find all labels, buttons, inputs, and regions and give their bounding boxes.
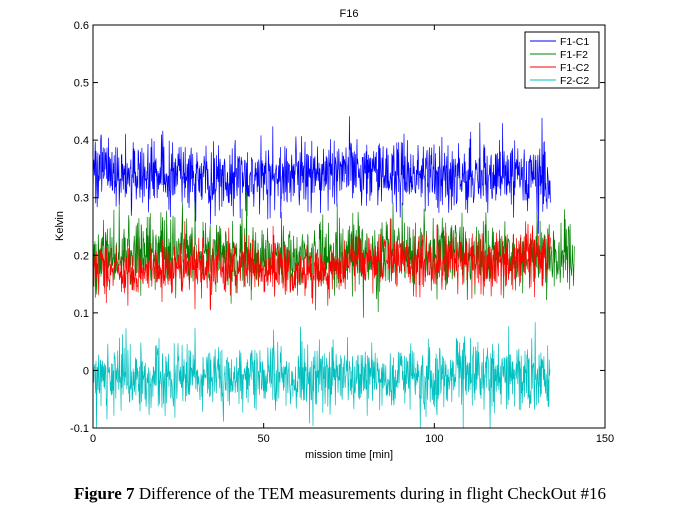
chart-title: F16 <box>340 8 359 20</box>
legend-label: F1-C2 <box>560 62 589 74</box>
series-layer <box>92 116 575 429</box>
series-line-F2-C2 <box>92 322 551 429</box>
x-tick-label: 150 <box>596 433 614 445</box>
x-tick-label: 100 <box>425 433 443 445</box>
y-tick-label: 0.2 <box>74 250 89 262</box>
legend-label: F2-C2 <box>560 75 589 87</box>
legend-label: F1-C1 <box>560 36 589 48</box>
plot-background <box>93 25 605 428</box>
caption-text: Difference of the TEM measurements durin… <box>134 484 607 503</box>
y-tick-label: 0.5 <box>74 78 89 90</box>
plot-frame <box>92 24 606 429</box>
y-axis-label: Kelvin <box>54 211 66 241</box>
y-tick-label: -0.1 <box>70 423 89 435</box>
ticks-layer: 0 50 100 150-0.100.10.20.30.40.50.6 <box>70 20 614 445</box>
x-axis-label: mission time [min] <box>305 449 393 461</box>
series-line-F1-C2 <box>92 218 551 311</box>
y-tick-label: 0.1 <box>74 308 89 320</box>
y-tick-label: 0.4 <box>74 135 89 147</box>
chart: 0 50 100 150-0.100.10.20.30.40.50.6 F16 mis… <box>54 8 614 461</box>
x-tick-label: 50 <box>258 433 270 445</box>
series-line-F1-C1 <box>92 116 551 234</box>
x-tick-label: 0 <box>90 433 96 445</box>
caption-label: Figure 7 <box>73 484 135 503</box>
figure-caption: Figure 7 Difference of the TEM measureme… <box>0 484 680 504</box>
y-tick-label: 0.6 <box>74 20 89 32</box>
legend-label: F1-F2 <box>560 49 588 61</box>
y-tick-label: 0.3 <box>74 193 89 205</box>
y-tick-label: 0 <box>83 365 89 377</box>
